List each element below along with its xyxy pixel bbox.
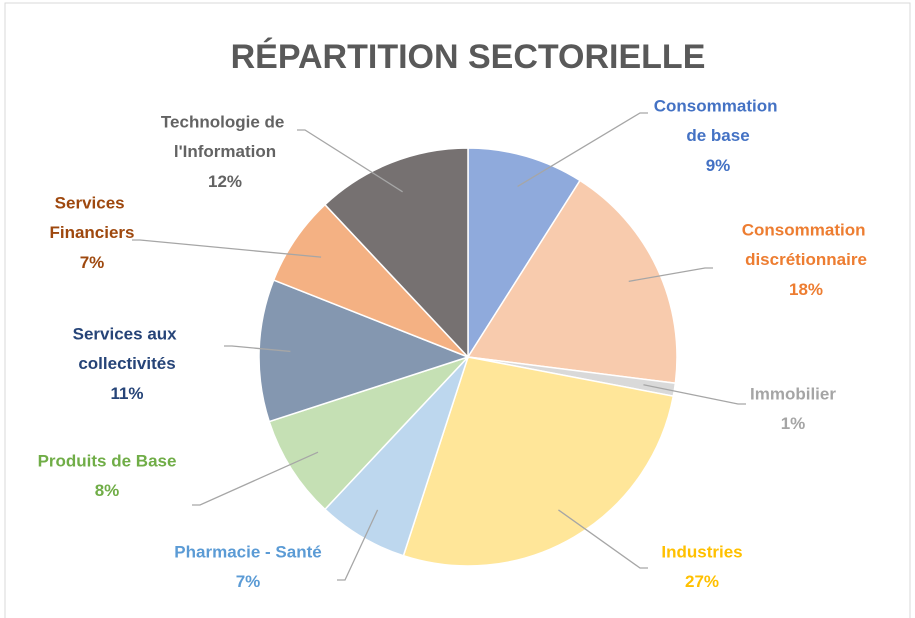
leader-line <box>628 267 713 283</box>
pie-slice <box>323 147 469 359</box>
slice-value-label: 7% <box>80 253 105 272</box>
pie-slice <box>467 147 582 360</box>
slice-label: Consommation de base <box>654 97 782 146</box>
slice-label: Immobilier <box>750 385 836 404</box>
slice-label: Produits de Base <box>38 452 177 471</box>
leader-line <box>132 239 322 258</box>
slice-value-label: 8% <box>95 481 120 500</box>
slice-value-label: 18% <box>789 280 823 299</box>
slice-label: Industries <box>661 543 742 562</box>
pie-slice <box>258 279 471 423</box>
slice-value-label: 11% <box>110 384 143 403</box>
leader-line <box>192 451 319 506</box>
leader-line <box>517 112 648 187</box>
leader-line <box>297 129 403 193</box>
leader-line <box>643 384 746 405</box>
slice-value-label: 9% <box>706 156 731 175</box>
pie-slice <box>268 356 469 511</box>
slice-label: Technologie de l'Information <box>161 113 289 162</box>
pie-slice <box>466 179 678 385</box>
slice-label: Consommation discrétionnaire <box>742 221 870 270</box>
slice-value-label: 7% <box>236 572 261 591</box>
slice-label: Pharmacie - Santé <box>174 543 321 562</box>
slice-value-label: 12% <box>208 172 242 191</box>
slice-label: Services Financiers <box>49 194 134 243</box>
chart-title: RÉPARTITION SECTORIELLE <box>231 38 706 76</box>
leader-line <box>224 345 291 353</box>
leader-line <box>558 509 648 569</box>
slice-value-label: 1% <box>781 414 806 433</box>
slice-label: Services aux collectivités <box>73 325 182 374</box>
pie-slice <box>402 356 675 567</box>
slice-value-label: 27% <box>685 572 719 591</box>
leader-line <box>337 509 379 581</box>
